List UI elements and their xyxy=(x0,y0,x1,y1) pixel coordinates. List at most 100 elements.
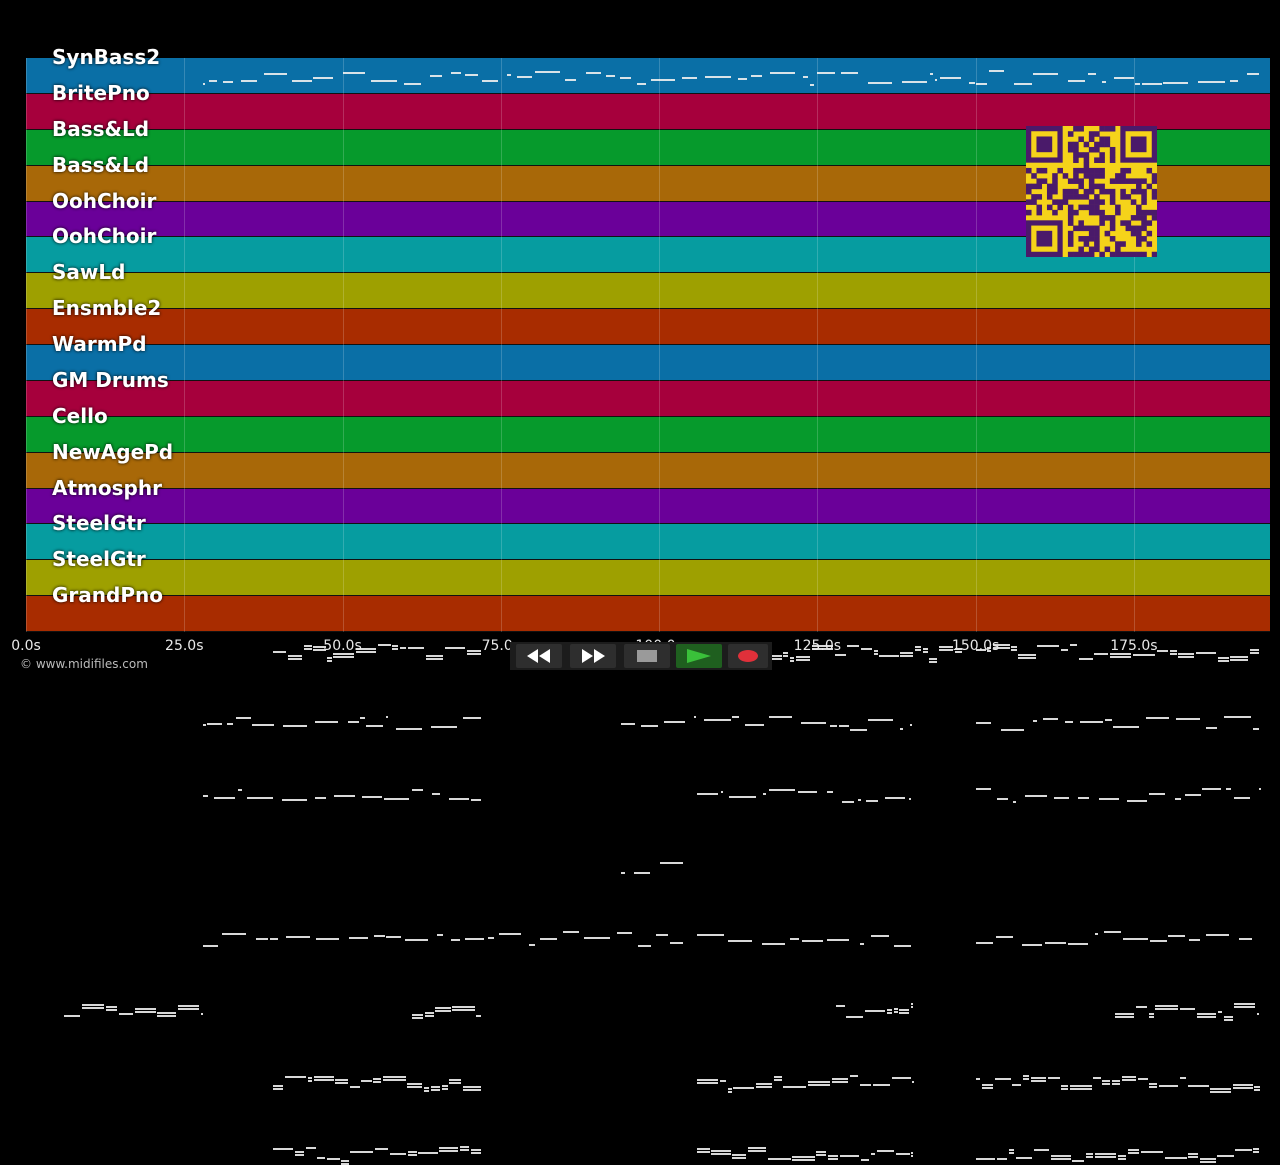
midi-note xyxy=(314,721,338,724)
midi-note xyxy=(206,722,222,725)
midi-note xyxy=(1201,788,1221,791)
rewind-button[interactable] xyxy=(516,644,562,668)
midi-note xyxy=(981,1083,994,1086)
track-lane[interactable] xyxy=(26,560,1270,1094)
midi-note xyxy=(264,73,288,76)
midi-note xyxy=(1127,799,1148,802)
grid-line xyxy=(342,58,344,632)
midi-note xyxy=(697,1082,719,1085)
midi-note xyxy=(213,796,235,799)
midi-note xyxy=(1148,1013,1154,1016)
track-lane[interactable] xyxy=(26,273,1270,310)
midi-note xyxy=(430,726,458,729)
track-name: Cello xyxy=(52,403,108,428)
track-lane[interactable] xyxy=(26,58,1270,94)
midi-note xyxy=(995,936,1013,939)
play-icon xyxy=(687,649,711,663)
midi-note xyxy=(893,1008,898,1011)
midi-note xyxy=(374,1148,388,1151)
midi-note xyxy=(441,1087,448,1090)
midi-note xyxy=(846,1015,864,1018)
midi-note xyxy=(1234,1003,1256,1006)
midi-note xyxy=(373,1078,382,1081)
midi-note xyxy=(798,791,817,794)
midi-note xyxy=(334,794,355,797)
midi-note xyxy=(1187,1085,1209,1088)
track-lane[interactable] xyxy=(26,488,1270,947)
midi-note xyxy=(252,723,274,726)
midi-note xyxy=(860,1159,870,1162)
grid-line xyxy=(26,58,27,632)
midi-note xyxy=(975,649,986,652)
midi-note xyxy=(879,655,899,658)
midi-note xyxy=(810,83,815,86)
midi-note xyxy=(940,76,961,79)
midi-note xyxy=(807,1083,831,1086)
fast-forward-button[interactable] xyxy=(570,644,616,668)
midi-note xyxy=(1050,1154,1071,1157)
midi-note xyxy=(930,73,933,76)
midi-note xyxy=(1117,1154,1127,1157)
midi-note xyxy=(418,1152,438,1155)
grid-line xyxy=(1133,58,1135,632)
grid-line xyxy=(975,58,977,632)
midi-note xyxy=(834,653,846,656)
midi-note xyxy=(1117,1157,1127,1160)
midi-note xyxy=(1011,645,1017,648)
midi-note xyxy=(488,936,494,939)
time-tick-label: 50.0s xyxy=(323,638,362,654)
midi-note xyxy=(876,1150,895,1153)
midi-note xyxy=(1210,1090,1232,1093)
midi-note xyxy=(641,724,659,727)
midi-note xyxy=(247,796,274,799)
track-lane[interactable] xyxy=(26,309,1270,588)
midi-note xyxy=(1254,1089,1260,1092)
midi-note xyxy=(891,1077,911,1080)
midi-note xyxy=(731,716,740,719)
midi-note xyxy=(360,717,365,720)
midi-note xyxy=(1135,82,1141,85)
midi-note xyxy=(441,1084,448,1087)
midi-note xyxy=(392,644,399,647)
track-lane[interactable] xyxy=(26,380,1270,732)
midi-note xyxy=(727,1088,732,1091)
midi-note xyxy=(449,797,470,800)
track-lane[interactable] xyxy=(26,452,1270,875)
track-lane[interactable] xyxy=(26,524,1270,1021)
midi-note xyxy=(1033,1148,1050,1151)
midi-note xyxy=(356,650,377,653)
stop-button[interactable] xyxy=(624,644,670,668)
midi-note xyxy=(452,1005,475,1008)
play-button[interactable] xyxy=(676,644,722,668)
midi-note xyxy=(801,721,826,724)
midi-note xyxy=(1142,82,1162,85)
midi-note xyxy=(656,933,668,936)
midi-note xyxy=(157,1012,177,1015)
track-lane[interactable] xyxy=(26,93,1270,161)
midi-note xyxy=(341,1162,349,1165)
midi-note xyxy=(1196,1013,1216,1016)
midi-note xyxy=(1217,1154,1234,1157)
midi-note xyxy=(792,1155,815,1158)
midi-note xyxy=(975,1157,996,1160)
midi-note xyxy=(899,728,903,731)
midi-note xyxy=(481,80,499,83)
midi-note xyxy=(762,793,766,796)
midi-note xyxy=(711,1150,731,1153)
midi-note xyxy=(226,722,233,725)
midi-note xyxy=(872,1084,891,1087)
midi-note xyxy=(968,82,975,85)
track-lane[interactable] xyxy=(26,416,1270,804)
midi-note xyxy=(621,871,625,874)
midi-note xyxy=(859,1084,872,1087)
track-lane[interactable] xyxy=(26,596,1270,1165)
midi-note xyxy=(371,79,397,82)
midi-note xyxy=(899,1008,910,1011)
midi-note xyxy=(803,75,808,78)
record-button[interactable] xyxy=(728,644,768,668)
midi-note xyxy=(1078,797,1089,800)
track-lane[interactable] xyxy=(26,345,1270,663)
copyright-text: © www.midifiles.com xyxy=(20,657,148,671)
midi-note xyxy=(1085,1153,1094,1156)
midi-note xyxy=(1229,80,1238,83)
